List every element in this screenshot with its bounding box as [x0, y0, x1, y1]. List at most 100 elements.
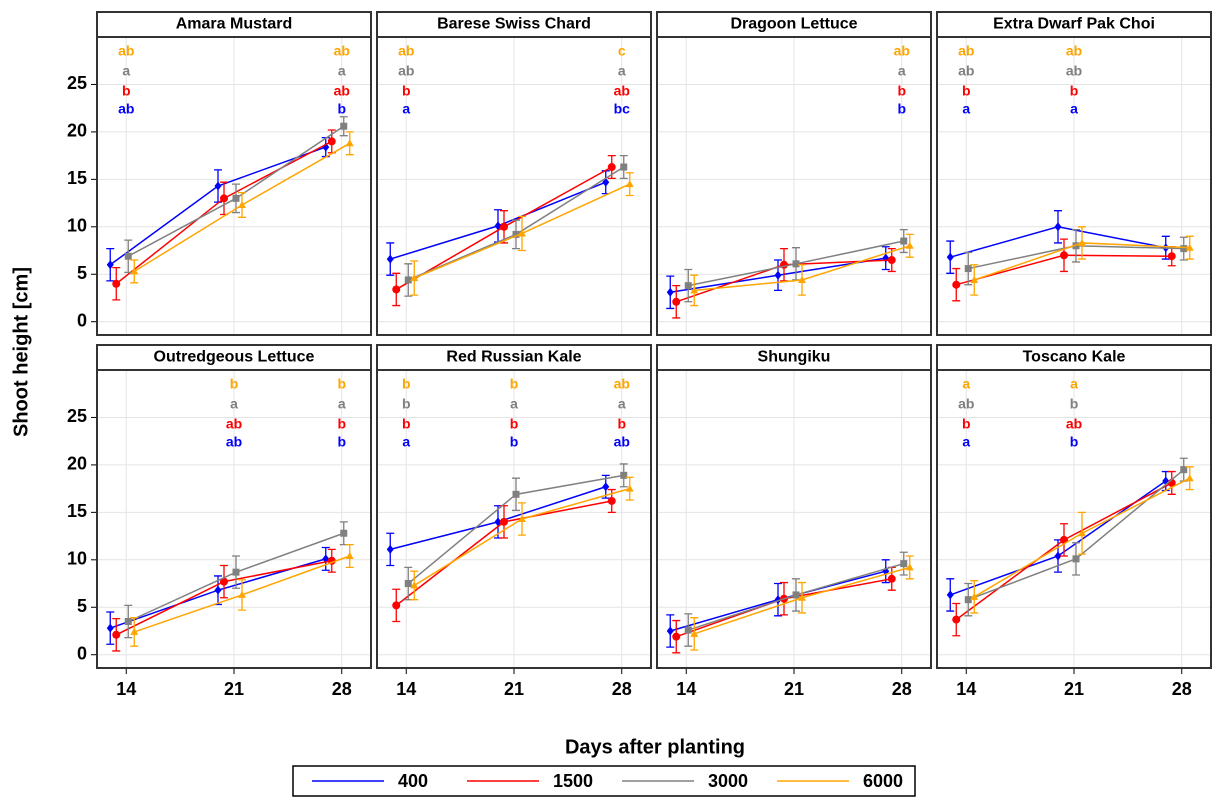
significance-letter: b: [617, 416, 626, 432]
marker: [1185, 474, 1194, 482]
marker: [404, 580, 412, 588]
marker: [345, 139, 354, 147]
marker: [1078, 529, 1086, 537]
marker: [340, 122, 348, 130]
marker: [327, 137, 336, 146]
significance-letter: ab: [894, 43, 910, 59]
marker: [666, 287, 674, 297]
legend-label: 400: [398, 771, 428, 791]
y-tick-label: 0: [77, 643, 87, 663]
marker: [952, 280, 961, 289]
marker: [1054, 551, 1062, 561]
x-tick-label: 14: [956, 679, 976, 699]
marker: [602, 482, 610, 492]
marker: [1167, 252, 1176, 261]
x-tick-label: 28: [332, 679, 352, 699]
y-axis-label: Shoot height [cm]: [10, 267, 32, 437]
panel-header: [936, 11, 1212, 38]
marker: [690, 286, 699, 294]
panel-title: Toscano Kale: [1023, 349, 1126, 366]
marker: [607, 496, 616, 505]
marker: [620, 163, 628, 171]
x-tick-label: 21: [224, 679, 244, 699]
marker: [964, 596, 972, 604]
marker: [964, 265, 972, 273]
x-tick-label: 21: [1064, 679, 1084, 699]
marker: [410, 581, 419, 589]
legend-label: 6000: [863, 771, 903, 791]
y-tick-label: 20: [67, 121, 87, 141]
significance-letter: a: [338, 63, 346, 79]
significance-letter: a: [510, 396, 518, 412]
significance-letter: b: [337, 416, 346, 432]
significance-letter: b: [962, 83, 971, 99]
marker: [410, 274, 419, 282]
marker: [518, 515, 526, 522]
significance-letter: ab: [334, 83, 350, 99]
marker: [238, 590, 246, 598]
panel-header: [936, 344, 1212, 371]
panel-title: Outredgeous Lettuce: [154, 349, 315, 366]
marker: [404, 276, 412, 284]
marker: [494, 517, 502, 527]
y-tick-label: 25: [67, 73, 87, 93]
significance-letter: ab: [226, 416, 242, 432]
marker: [946, 252, 954, 262]
panel-header: [656, 344, 932, 371]
marker: [106, 623, 114, 633]
marker: [112, 630, 121, 639]
marker: [684, 626, 692, 634]
significance-letter: ab: [1066, 416, 1082, 432]
marker: [130, 627, 139, 635]
x-tick-label: 28: [1172, 679, 1192, 699]
marker: [792, 260, 800, 268]
marker: [887, 256, 896, 265]
significance-letter: b: [510, 376, 519, 392]
marker: [386, 254, 394, 264]
marker: [512, 490, 520, 498]
marker: [392, 285, 401, 294]
marker: [607, 163, 616, 172]
significance-letter: a: [962, 101, 970, 117]
significance-letter: b: [337, 376, 346, 392]
marker: [684, 282, 692, 290]
y-tick-label: 10: [67, 549, 87, 569]
significance-letter: b: [1070, 396, 1079, 412]
marker: [887, 574, 896, 583]
marker: [386, 544, 394, 554]
marker: [774, 270, 782, 280]
marker: [952, 615, 961, 624]
marker: [345, 552, 354, 560]
significance-letter: ab: [334, 43, 350, 59]
significance-letter: ab: [614, 83, 630, 99]
significance-letter: ab: [958, 43, 974, 59]
marker: [792, 591, 800, 599]
marker: [625, 180, 634, 188]
legend-label: 3000: [708, 771, 748, 791]
marker: [1185, 243, 1194, 251]
x-axis-label: Days after planting: [565, 736, 745, 758]
marker: [1072, 555, 1080, 563]
significance-letter: b: [1070, 434, 1079, 450]
significance-letter: b: [510, 416, 519, 432]
marker: [900, 560, 908, 568]
significance-letter: b: [962, 416, 971, 432]
significance-letter: a: [122, 63, 130, 79]
marker: [1078, 238, 1086, 246]
marker: [620, 471, 628, 479]
panel-title: Dragoon Lettuce: [730, 16, 857, 33]
marker: [238, 200, 246, 208]
panel-header: [376, 344, 652, 371]
marker: [905, 563, 914, 571]
marker: [970, 275, 979, 283]
marker: [518, 229, 526, 237]
significance-letter: ab: [1066, 63, 1082, 79]
marker: [124, 252, 132, 260]
panel-title: Amara Mustard: [176, 16, 292, 33]
x-tick-label: 28: [612, 679, 632, 699]
marker: [220, 194, 228, 203]
significance-letter: b: [897, 83, 906, 99]
significance-letter: ab: [118, 101, 134, 117]
significance-letter: b: [337, 434, 346, 450]
